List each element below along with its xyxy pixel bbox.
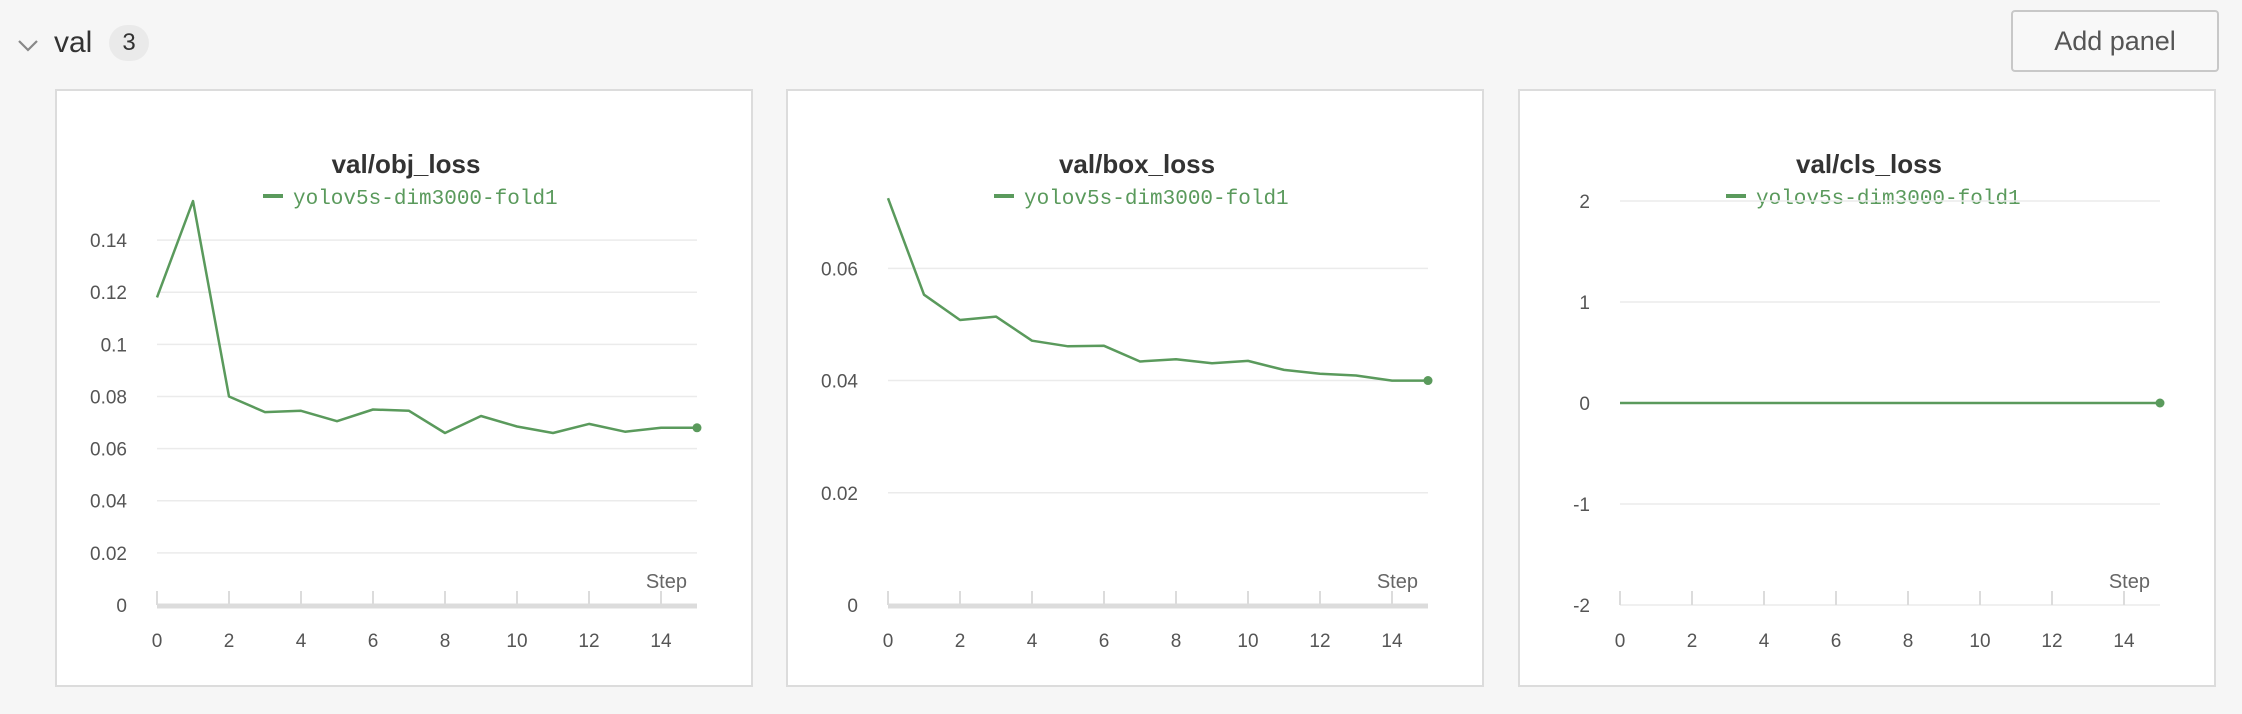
x-tick-label: 0 [1615,631,1626,652]
x-tick-label: 6 [368,631,379,652]
add-panel-button[interactable]: Add panel [2011,10,2219,72]
x-tick-label: 14 [650,631,672,652]
series-end-point [2155,398,2165,408]
y-tick-label: 2 [1579,192,1590,213]
y-tick-label: 0.06 [821,259,858,280]
chart-title: val/obj_loss [332,149,481,179]
chart-svg-cls-loss: val/cls_lossyolov5s-dim3000-fold1-2-1012… [1573,149,2165,652]
y-tick-label: 0.04 [90,492,127,513]
y-tick-label: -2 [1573,596,1590,617]
y-tick-label: -1 [1573,495,1590,516]
x-tick-label: 12 [2041,631,2062,652]
series-end-point [1423,376,1433,386]
series-line [886,197,1428,382]
series-end-point [692,423,702,433]
x-axis-label: Step [2109,571,2150,593]
legend-swatch [1726,194,1746,198]
x-tick-label: 8 [1171,631,1182,652]
y-tick-label: 0.02 [90,544,127,565]
y-tick-label: 0.04 [821,372,858,393]
x-tick-label: 14 [1381,631,1403,652]
y-tick-label: 0.1 [101,335,127,356]
x-tick-label: 2 [224,631,235,652]
x-tick-label: 4 [296,631,307,652]
x-tick-label: 10 [1237,631,1258,652]
chart-title: val/box_loss [1059,149,1215,179]
chart-panel-box-loss[interactable]: val/box_loss yolov5s-dim3000-fold1 0 0.02 0.… [786,89,1484,687]
legend-swatch [994,194,1014,198]
x-tick-label: 12 [578,631,599,652]
x-tick-label: 8 [1903,631,1914,652]
x-tick-label: 2 [1687,631,1698,652]
legend-label: yolov5s-dim3000-fold1 [1756,188,2021,211]
x-tick-label: 10 [506,631,527,652]
legend-swatch [263,194,283,198]
y-tick-label: 0 [1579,394,1590,415]
legend-label: yolov5s-dim3000-fold1 [1024,188,1289,211]
x-tick-label: 0 [152,631,163,652]
y-tick-label: 0 [116,596,127,617]
x-tick-label: 4 [1759,631,1770,652]
chevron-down-icon[interactable] [16,34,40,58]
x-tick-label: 6 [1099,631,1110,652]
y-tick-label: 0.02 [821,484,858,505]
chart-panel-obj-loss[interactable]: val/obj_loss yolov5s-dim3000-fold1 0 0.02 0.… [55,89,753,687]
y-tick-label: 0.06 [90,440,127,461]
y-tick-label: 1 [1579,293,1590,314]
chart-svg-obj-loss: val/obj_loss yolov5s-dim3000-fold1 0 0.02 0.… [90,149,702,652]
chart-panel-cls-loss[interactable]: val/cls_loss yolov5s-dim3000-fold1 -2 -1 0 1 2… [1518,89,2216,687]
section-title: val [54,26,93,59]
x-tick-label: 12 [1309,631,1330,652]
y-tick-label: 0 [847,596,858,617]
x-tick-label: 8 [440,631,451,652]
x-tick-label: 0 [883,631,894,652]
x-tick-label: 4 [1027,631,1038,652]
chart-svg-box-loss: val/box_loss yolov5s-dim3000-fold1 0 0.02 0.… [821,149,1433,652]
x-tick-label: 14 [2113,631,2135,652]
legend-label: yolov5s-dim3000-fold1 [293,188,558,211]
panel-count-badge: 3 [109,25,149,61]
section-header: val 3 Add panel [0,0,2242,86]
y-tick-label: 0.08 [90,387,127,408]
x-tick-label: 2 [955,631,966,652]
y-tick-label: 0.14 [90,231,127,252]
series-line [155,199,697,435]
x-axis-label: Step [646,571,687,593]
x-axis-label: Step [1377,571,1418,593]
x-tick-label: 10 [1969,631,1990,652]
y-tick-label: 0.12 [90,283,127,304]
x-tick-label: 6 [1831,631,1842,652]
chart-title: val/cls_loss [1796,149,1942,179]
